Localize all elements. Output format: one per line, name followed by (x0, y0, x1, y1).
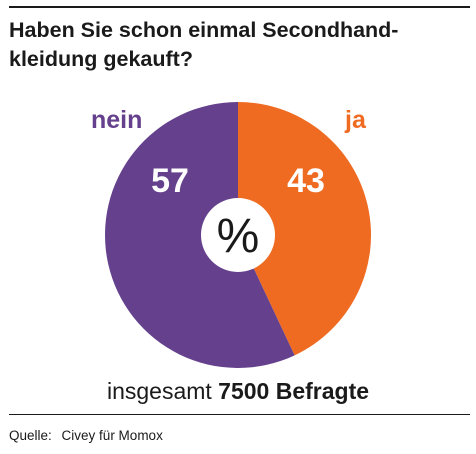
top-rule (9, 6, 470, 8)
source-line: Quelle: Civey für Momox (9, 428, 163, 443)
pie-slice-ja (238, 102, 372, 356)
total-prefix: insgesamt (106, 378, 212, 404)
total-value: 7500 Befragte (218, 378, 370, 404)
center-hole (201, 198, 275, 272)
pie-slice-nein (105, 102, 295, 368)
legend-label-ja: ja (344, 106, 367, 134)
source-text: Civey für Momox (61, 428, 163, 443)
value-label-ja: 43 (287, 162, 325, 200)
total-respondents: insgesamt 7500 Befragte (0, 378, 476, 405)
footer-rule (9, 414, 470, 415)
legend-label-nein: nein (91, 106, 142, 134)
value-label-nein: 57 (151, 162, 189, 200)
center-percent-label: % (217, 210, 260, 263)
pie-slices (105, 102, 372, 368)
title-line-2: kleidung gekauft? (9, 47, 193, 71)
chart-title: Haben Sie schon einmal Secondhand- kleid… (9, 16, 469, 74)
source-label: Quelle: (9, 428, 52, 443)
title-line-1: Haben Sie schon einmal Secondhand- (9, 18, 399, 42)
